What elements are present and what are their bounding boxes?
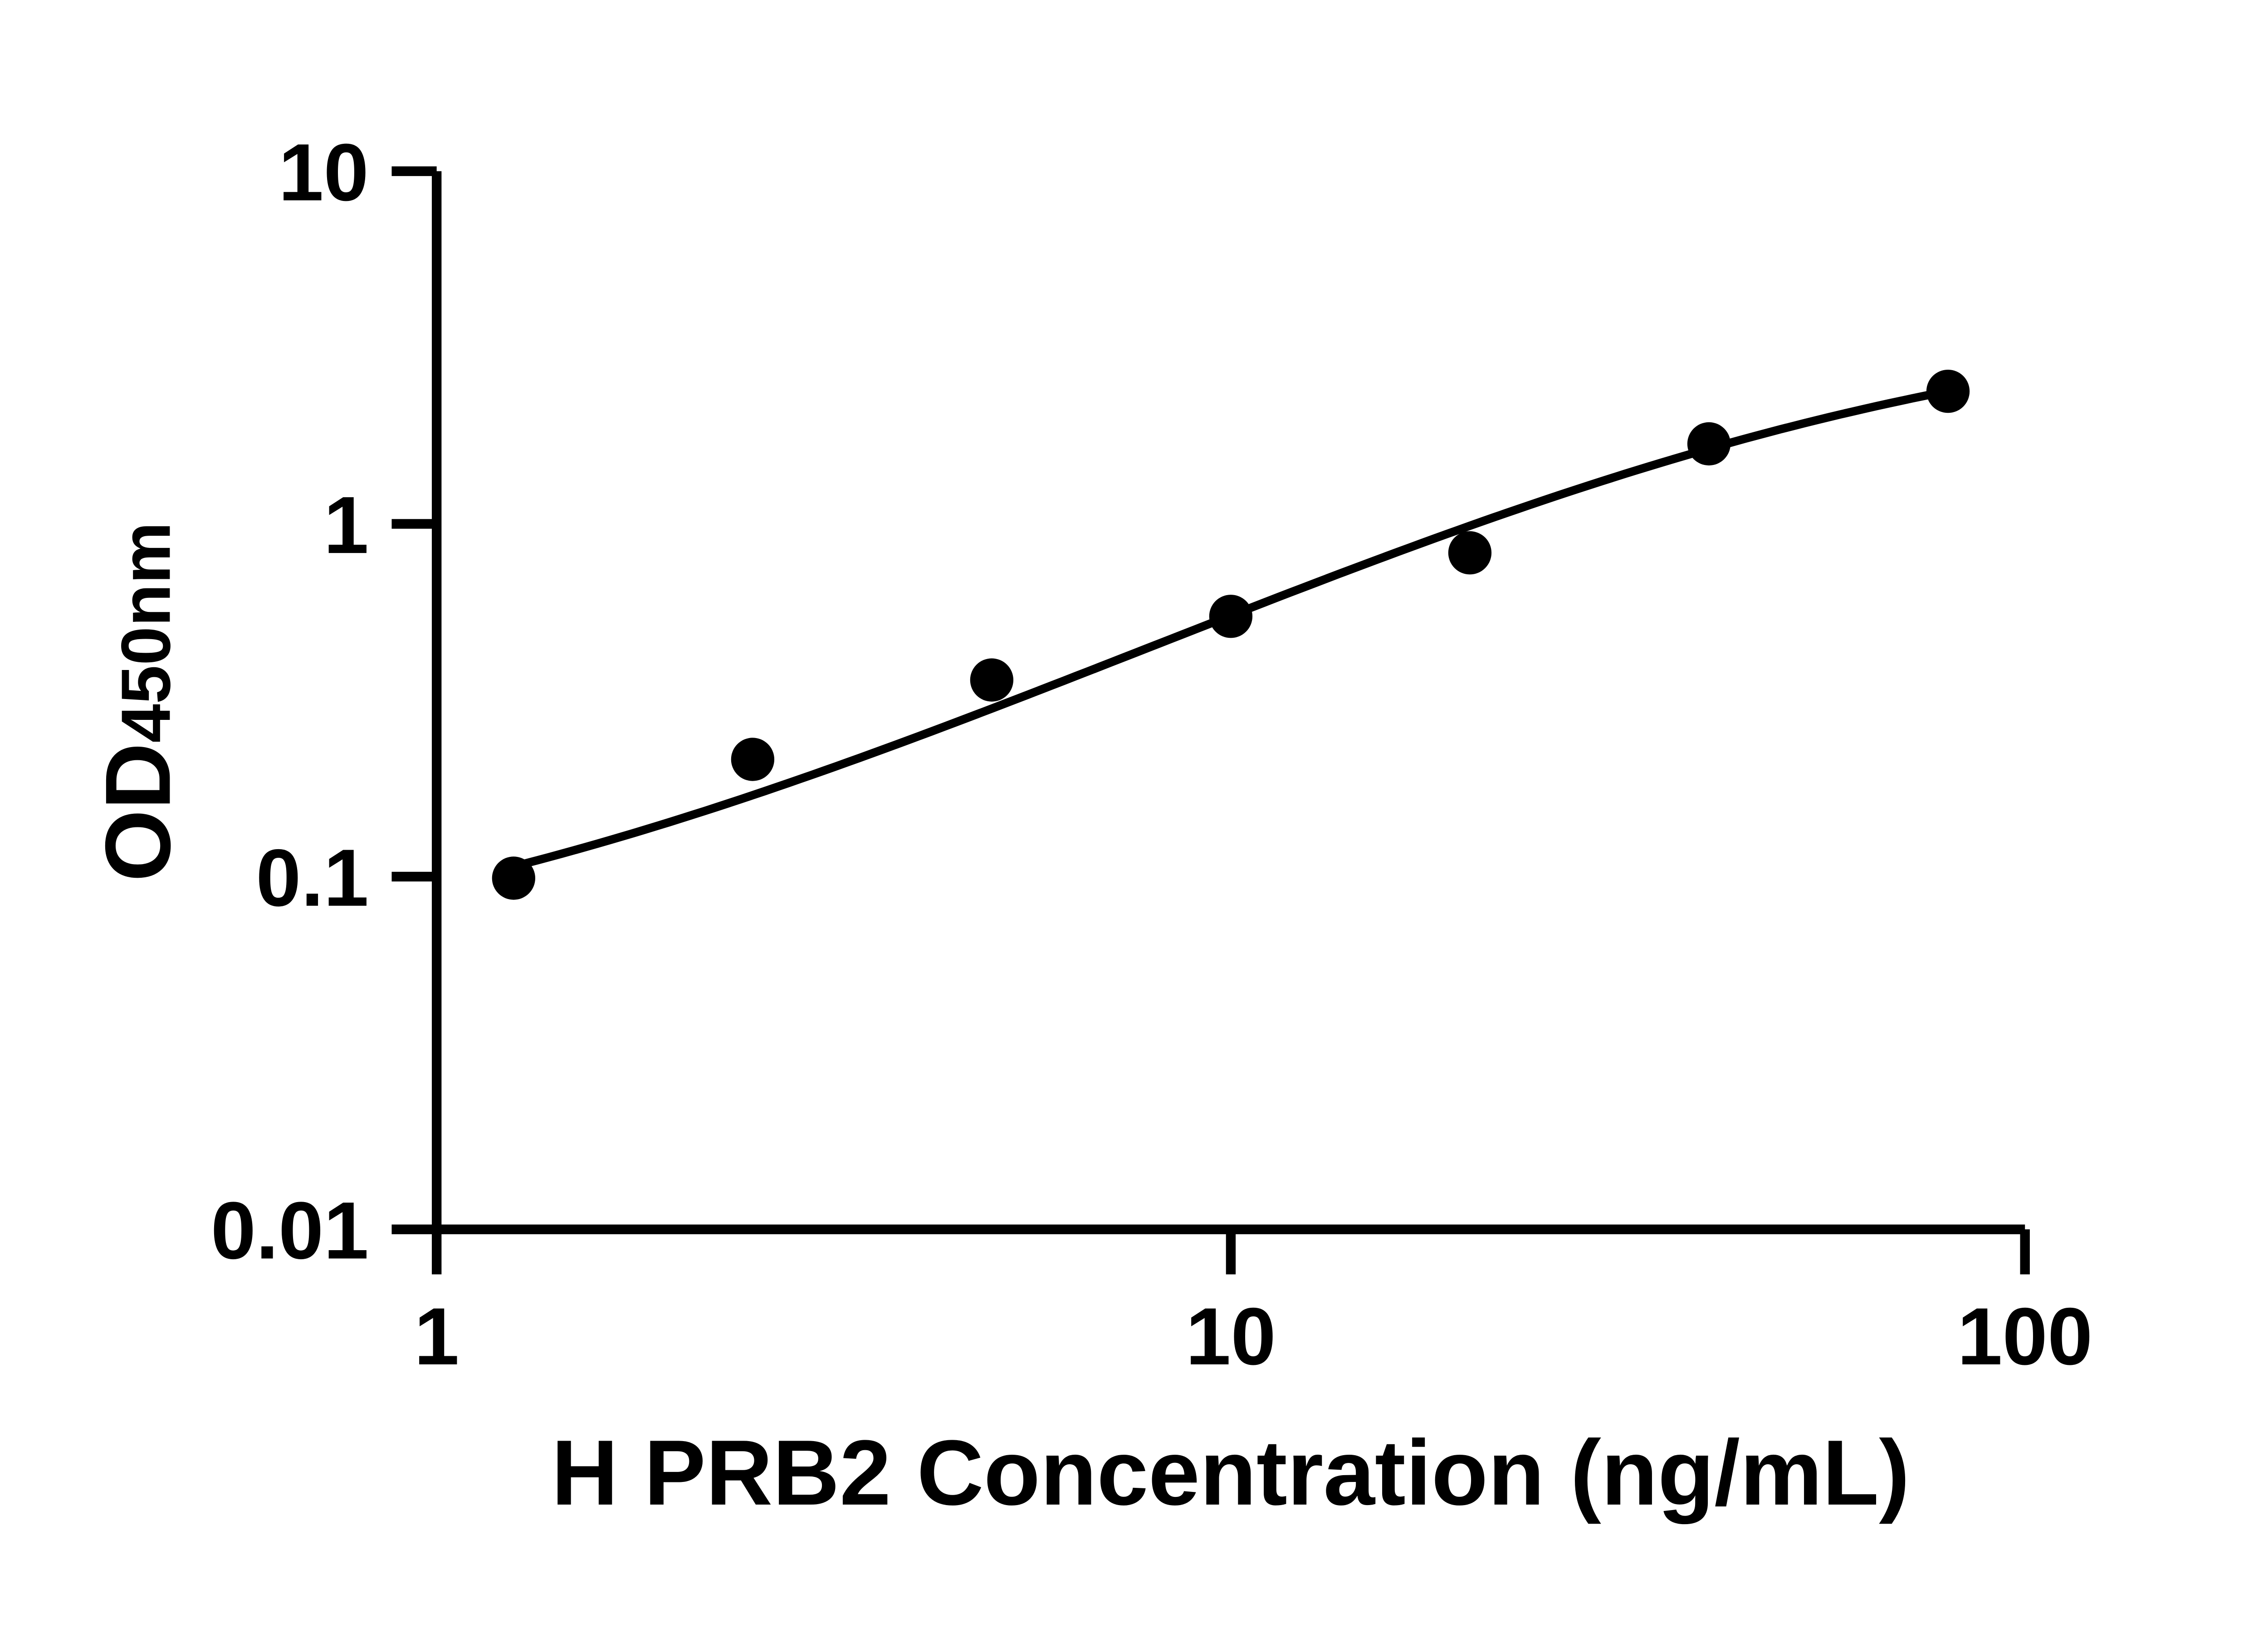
data-point bbox=[1209, 595, 1253, 638]
x-axis-title: H PRB2 Concentration (ng/mL) bbox=[552, 1421, 1910, 1525]
data-point bbox=[492, 856, 535, 900]
plot-area: 10 1 0.1 0.01 1 10 100 bbox=[211, 127, 2093, 1382]
y-tick-label: 0.1 bbox=[256, 832, 369, 923]
x-tick-label: 100 bbox=[1957, 1291, 2093, 1382]
y-axis-title: OD450nm bbox=[86, 522, 190, 882]
x-tick-label: 10 bbox=[1186, 1291, 1276, 1382]
axis-spines bbox=[431, 171, 2025, 1234]
y-tick-label: 1 bbox=[323, 479, 369, 570]
data-point bbox=[1687, 422, 1731, 466]
data-point bbox=[731, 738, 775, 781]
data-point bbox=[1926, 369, 1970, 413]
y-tick-label: 0.01 bbox=[211, 1185, 369, 1276]
y-tick-label: 10 bbox=[279, 127, 369, 218]
data-point bbox=[1448, 531, 1492, 575]
y-axis-title-subscript: 450nm bbox=[107, 522, 185, 743]
x-tick-label: 1 bbox=[414, 1291, 459, 1382]
data-point bbox=[970, 658, 1014, 702]
y-axis-title-main: OD bbox=[86, 743, 190, 881]
